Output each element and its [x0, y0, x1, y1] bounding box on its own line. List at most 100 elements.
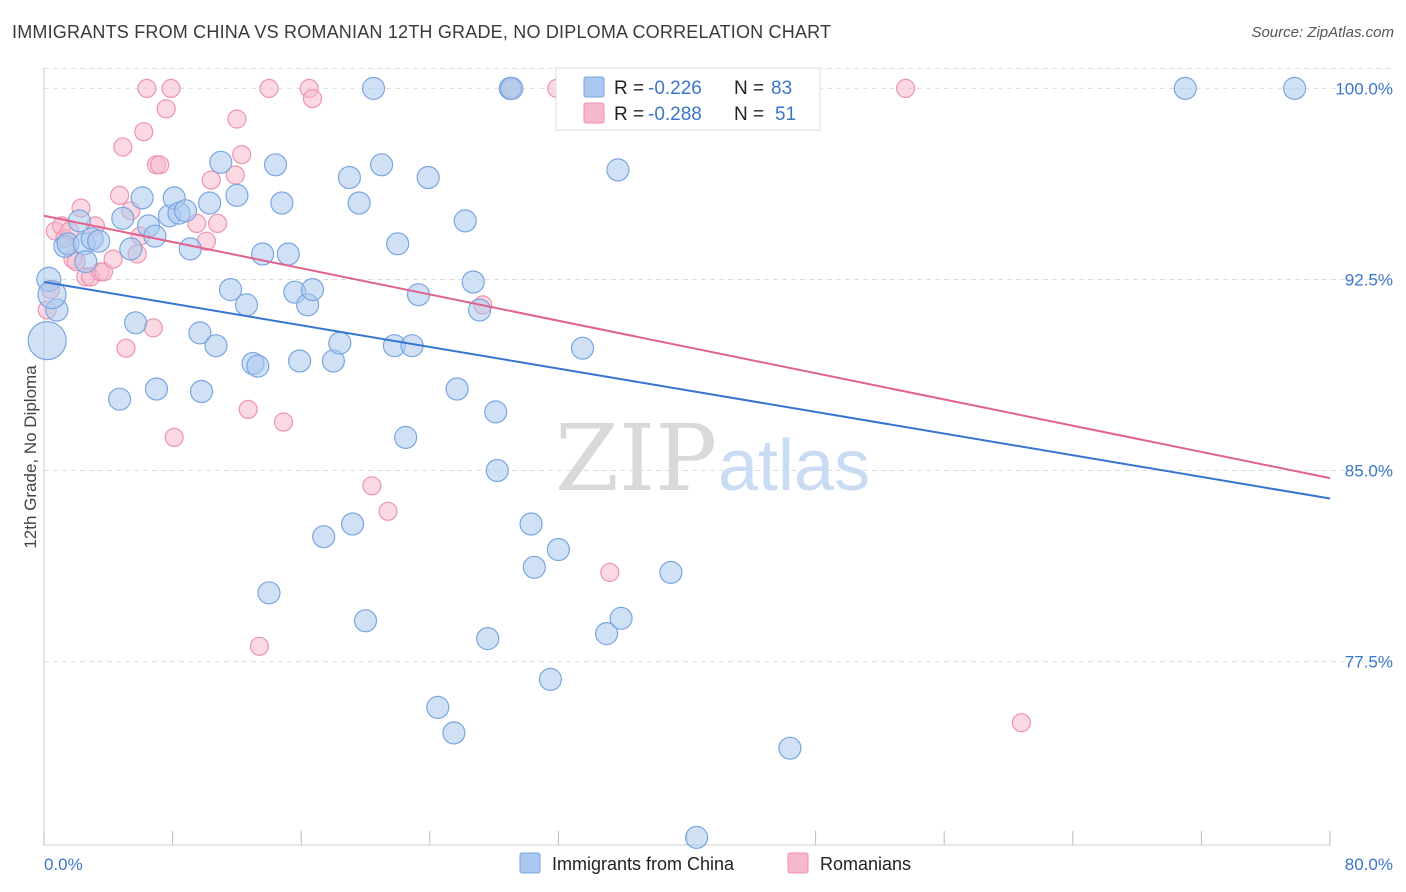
china-point: [353, 609, 378, 633]
romanians-point: [116, 338, 136, 358]
china-point: [570, 336, 595, 360]
china-point: [178, 237, 202, 261]
china-point: [144, 377, 169, 401]
china-point: [270, 191, 294, 215]
china-point: [189, 379, 214, 404]
china-point: [173, 199, 198, 223]
china-point: [606, 158, 630, 182]
bottom-legend-swatch-china: [519, 852, 541, 874]
watermark: ZIP atlas: [555, 405, 870, 512]
china-point: [370, 153, 394, 177]
romanians-point: [201, 170, 221, 190]
china-point: [484, 400, 508, 424]
romanians-point: [134, 122, 154, 142]
romanians-points: [37, 78, 1032, 733]
y-tick-label: 92.5%: [1345, 270, 1393, 289]
romanians-point: [273, 412, 294, 432]
china-point: [461, 270, 485, 294]
romanians-point: [227, 109, 247, 129]
romanians-point: [238, 399, 258, 419]
romanians-point: [259, 78, 279, 99]
china-point: [87, 229, 111, 253]
china-point: [394, 425, 418, 449]
romanians-point: [109, 185, 130, 205]
china-point: [119, 237, 143, 261]
romanians-point: [378, 501, 398, 521]
china-point: [74, 250, 98, 274]
watermark-zip: ZIP: [555, 405, 717, 512]
china-point: [209, 150, 233, 174]
china-point: [300, 278, 325, 302]
chart-title: IMMIGRANTS FROM CHINA VS ROMANIAN 12TH G…: [12, 22, 832, 42]
romanians-point: [249, 636, 269, 656]
china-point: [328, 331, 352, 355]
china-point: [538, 667, 563, 692]
china-point: [263, 153, 288, 177]
y-axis-label: 12th Grade, No Diploma: [21, 365, 40, 549]
china-trend-line: [43, 281, 1331, 500]
china-point: [341, 512, 365, 536]
romanians-point: [302, 88, 323, 109]
chart-source: Source: ZipAtlas.com: [1251, 24, 1394, 41]
legend-romania-r-label: R =: [614, 104, 644, 125]
china-point: [188, 321, 212, 345]
y-tick-label: 100.0%: [1335, 79, 1393, 98]
china-point: [594, 621, 619, 646]
china-point: [37, 280, 67, 310]
china-point: [500, 76, 524, 101]
romanians-point: [164, 427, 184, 447]
trend-lines: [43, 214, 1331, 500]
china-point: [225, 183, 249, 207]
y-tick-labels: 77.5% 85.0% 92.5% 100.0%: [1335, 79, 1393, 671]
legend-romania-n-label: N =: [734, 104, 764, 125]
romanians-point: [600, 562, 620, 583]
romanians-point: [161, 78, 181, 99]
china-point: [546, 537, 571, 562]
china-point: [476, 626, 500, 651]
y-tick-label: 85.0%: [1345, 462, 1393, 481]
china-point: [416, 165, 440, 190]
china-point: [124, 311, 148, 335]
china-point: [386, 232, 410, 256]
romanians-point: [150, 155, 170, 175]
china-point: [442, 721, 466, 745]
legend-romania-n-value: 51: [775, 104, 796, 125]
romanians-point: [93, 262, 114, 282]
romanians-point: [1011, 713, 1032, 733]
x-tick-label-80: 80.0%: [1345, 855, 1393, 874]
legend-china-n-label: N =: [734, 78, 764, 99]
legend-romania-r-value: -0.288: [648, 104, 702, 125]
romanians-point: [362, 476, 382, 496]
y-tick-label: 77.5%: [1345, 653, 1393, 672]
china-point: [257, 581, 281, 605]
romanians-point: [137, 78, 157, 99]
china-point: [246, 354, 270, 378]
china-point: [1282, 76, 1307, 101]
china-point: [312, 525, 336, 549]
china-point: [288, 349, 312, 373]
china-point: [609, 606, 633, 630]
china-point: [684, 825, 709, 850]
x-tick-label-0: 0.0%: [44, 855, 83, 874]
legend-china-n-value: 83: [771, 78, 792, 99]
china-point: [234, 293, 259, 317]
china-point: [107, 387, 132, 411]
bottom-legend-china: Immigrants from China: [552, 854, 735, 874]
bottom-legend-romania: Romanians: [820, 854, 911, 874]
china-point: [337, 165, 361, 190]
romanians-point: [113, 137, 133, 157]
romanians-point: [103, 249, 123, 269]
watermark-atlas: atlas: [718, 426, 870, 506]
china-point: [485, 458, 509, 483]
romanians-point: [895, 78, 916, 99]
china-point: [659, 560, 683, 585]
china-point: [276, 242, 300, 266]
china-point: [778, 736, 802, 760]
romanians-point: [156, 99, 176, 119]
china-point: [198, 191, 222, 215]
legend-china-r-value: -0.226: [648, 78, 702, 99]
romanians-point: [232, 145, 252, 165]
china-point: [453, 209, 477, 233]
bottom-legend-swatch-romania: [787, 852, 809, 874]
